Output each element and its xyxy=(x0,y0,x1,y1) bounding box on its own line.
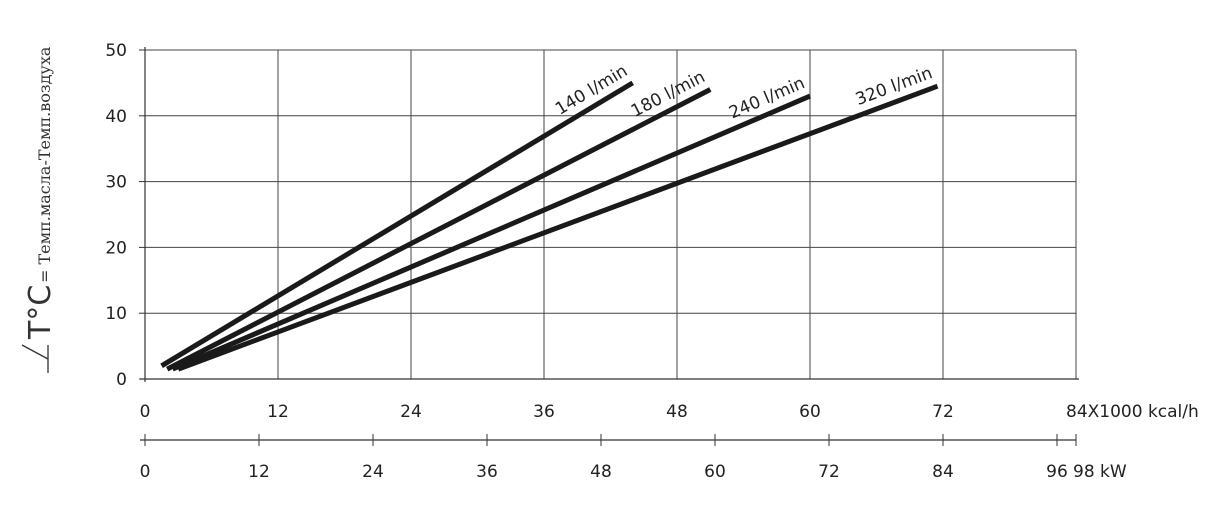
y-tick-label: 10 xyxy=(105,304,127,324)
secondary-tick-label: 24 xyxy=(362,462,384,482)
series-line xyxy=(160,80,634,368)
secondary-tick-label: 60 xyxy=(704,462,726,482)
secondary-x-axis: 0 12 24 36 48 60 72 84 96 98 kW xyxy=(140,434,1127,482)
y-axis-label-formula: = Темп.масла-Темп.воздуха xyxy=(35,46,54,283)
secondary-tick-label: 12 xyxy=(248,462,270,482)
series-lines xyxy=(160,80,939,372)
y-tick-label: 30 xyxy=(105,173,127,193)
x-tick-label: 0 xyxy=(140,402,151,422)
secondary-tick-label: 36 xyxy=(476,462,498,482)
grid xyxy=(145,49,1077,379)
y-tick-label: 20 xyxy=(105,238,127,258)
x-tick-label: 48 xyxy=(666,402,688,422)
series-line xyxy=(171,93,811,372)
secondary-tick-label: 84 xyxy=(932,462,954,482)
y-tick-label: 40 xyxy=(105,107,127,127)
x-tick-label: 24 xyxy=(400,402,422,422)
x-axis-label: 84X1000 kcal/h xyxy=(1066,402,1199,422)
secondary-tick-label: 72 xyxy=(818,462,840,482)
series-line xyxy=(166,87,712,372)
secondary-axis-end-label: 98 kW xyxy=(1073,462,1127,482)
y-tick-label: 0 xyxy=(116,370,127,390)
y-tick-labels: 0 10 20 30 40 50 xyxy=(105,41,127,390)
x-tick-labels: 0 12 24 36 48 60 72 xyxy=(140,402,954,422)
secondary-tick-label: 96 xyxy=(1046,462,1068,482)
y-axis-label-main: T°C xyxy=(23,285,58,340)
x-tick-label: 36 xyxy=(533,402,555,422)
x-tick-label: 60 xyxy=(799,402,821,422)
series-line xyxy=(177,83,939,372)
x-tick-label: 12 xyxy=(267,402,289,422)
axes xyxy=(139,47,1079,382)
y-tick-label: 50 xyxy=(105,41,127,61)
secondary-tick-label: 0 xyxy=(140,462,151,482)
secondary-tick-label: 48 xyxy=(590,462,612,482)
y-axis-label: T°C = Темп.масла-Темп.воздуха xyxy=(21,46,58,373)
delta-symbol xyxy=(21,344,49,373)
x-tick-label: 72 xyxy=(932,402,954,422)
